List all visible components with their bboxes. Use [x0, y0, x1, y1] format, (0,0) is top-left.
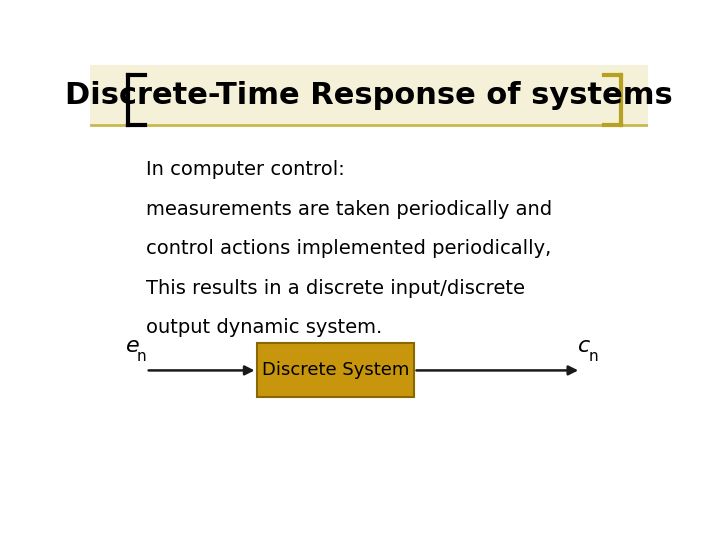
Text: output dynamic system.: output dynamic system.: [145, 319, 382, 338]
Text: This results in a discrete input/discrete: This results in a discrete input/discret…: [145, 279, 525, 298]
Text: Discrete-Time Response of systems: Discrete-Time Response of systems: [65, 82, 673, 111]
Text: n: n: [136, 349, 146, 364]
Text: control actions implemented periodically,: control actions implemented periodically…: [145, 239, 551, 259]
Text: measurements are taken periodically and: measurements are taken periodically and: [145, 200, 552, 219]
Bar: [90, 65, 648, 125]
Text: Discrete System: Discrete System: [262, 361, 409, 380]
Text: e: e: [126, 336, 140, 356]
Bar: [258, 343, 413, 397]
Text: In computer control:: In computer control:: [145, 160, 345, 179]
Text: n: n: [588, 349, 598, 364]
Text: c: c: [578, 336, 590, 356]
